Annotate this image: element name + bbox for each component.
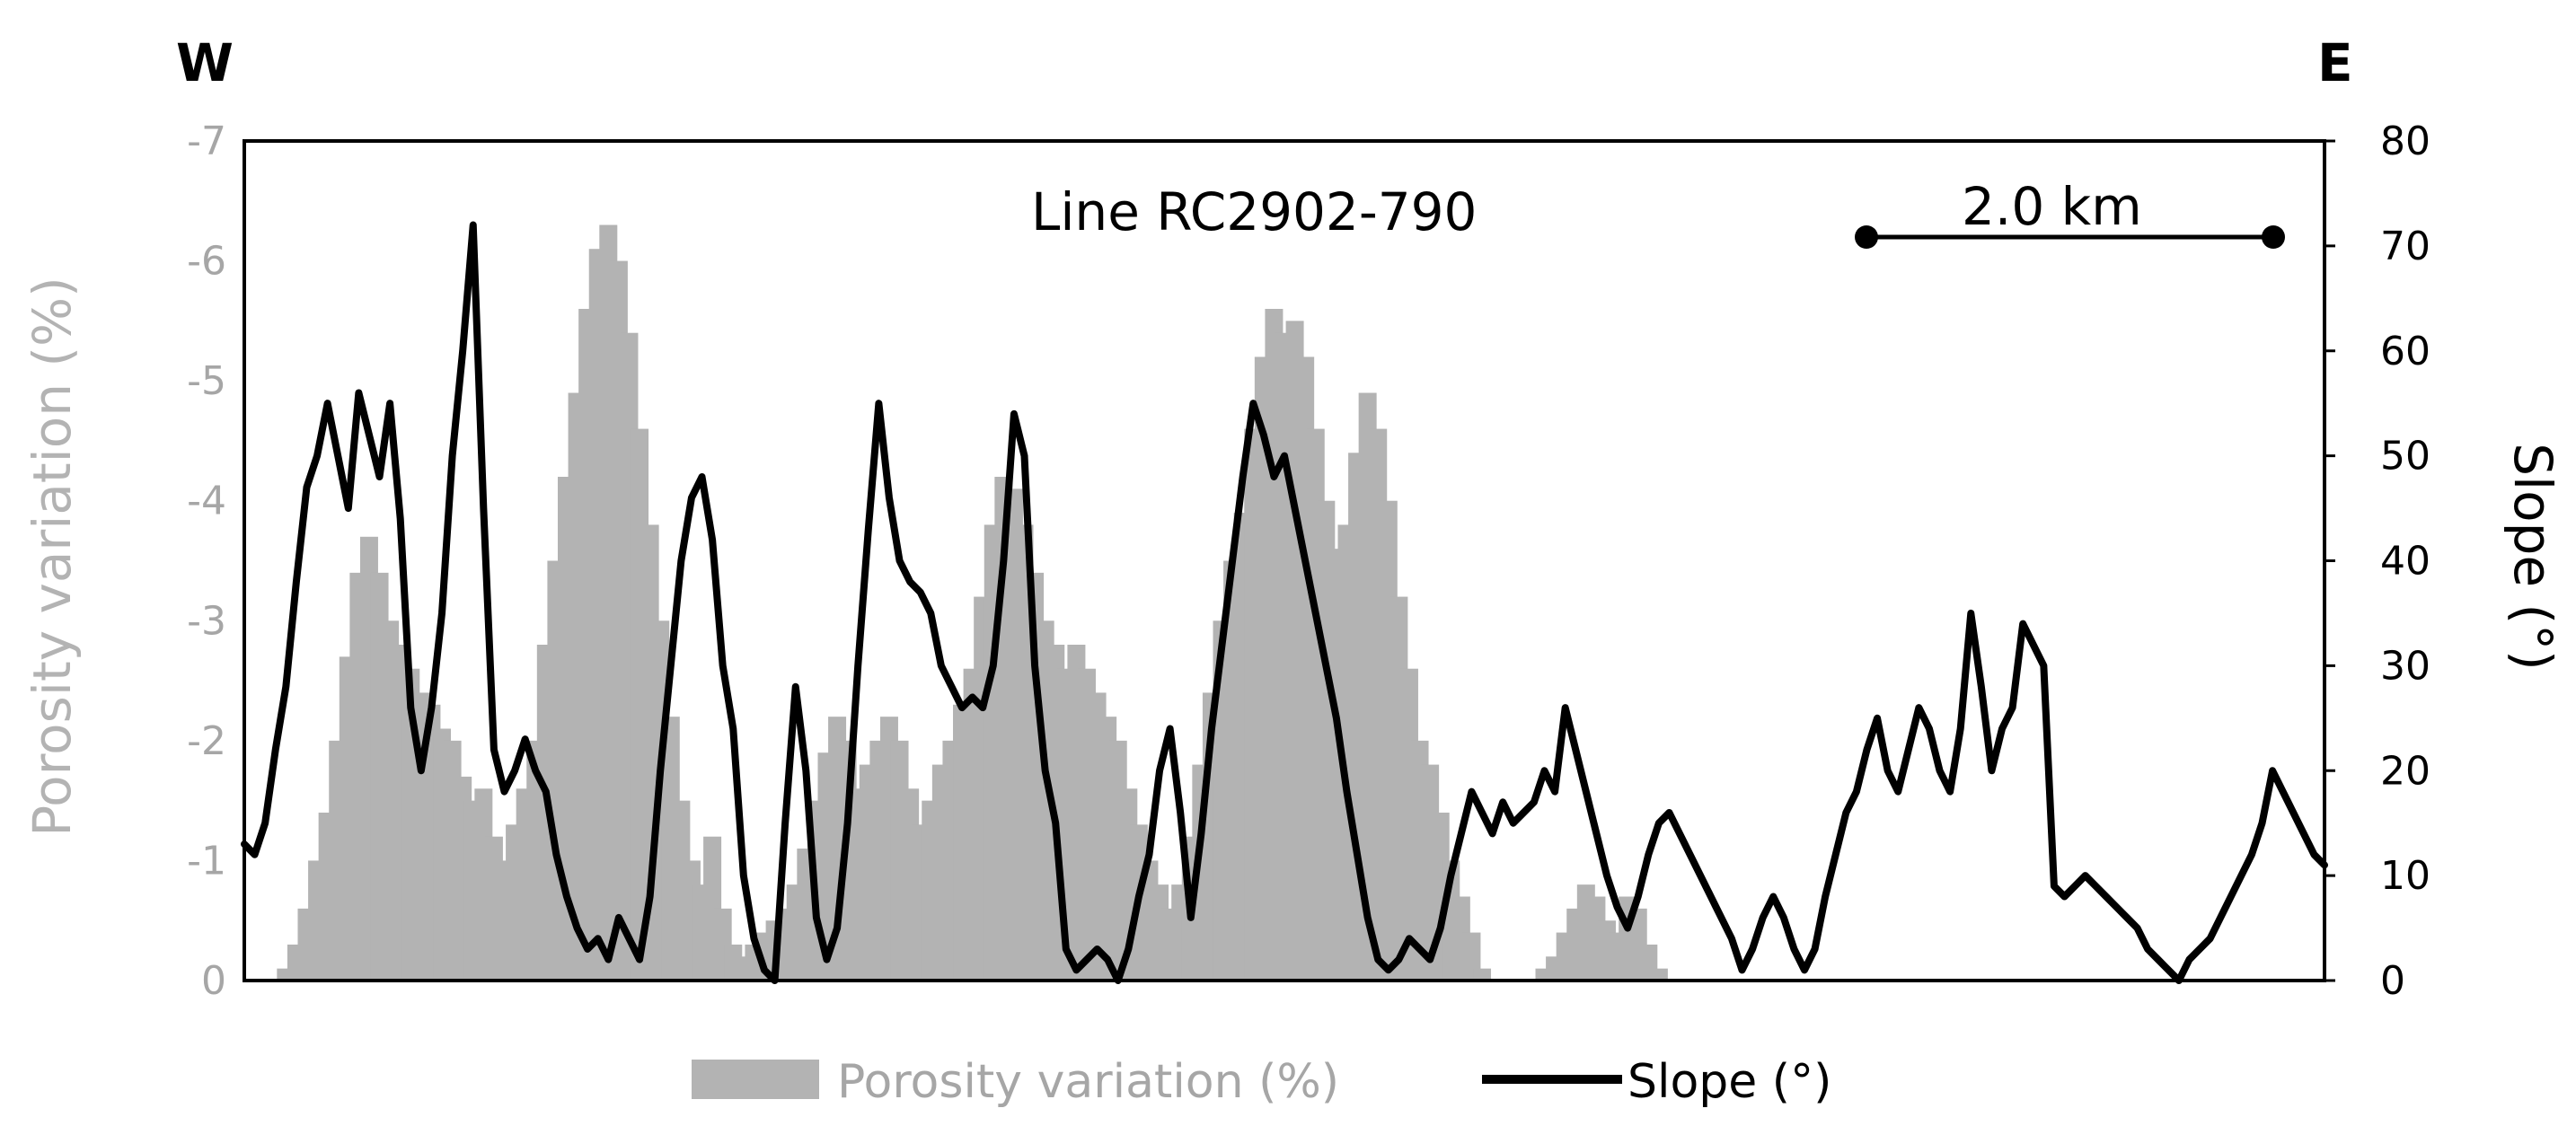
legend: Porosity variation (%) Slope (°): [692, 1055, 1831, 1109]
legend-porosity-label: Porosity variation (%): [837, 1055, 1339, 1109]
left-tick-label: -5: [187, 358, 226, 404]
chart-title: Line RC2902-790: [1031, 181, 1477, 242]
left-tick-label: -2: [187, 718, 226, 764]
right-axis-ticks: 80 70 60 50 40 30 20 10 0: [2325, 119, 2430, 1004]
left-tick-label: -3: [187, 598, 226, 644]
east-label: E: [2317, 32, 2353, 93]
legend-slope-label: Slope (°): [1628, 1055, 1831, 1109]
legend-porosity-swatch: [692, 1060, 819, 1099]
slope-line: [241, 221, 2328, 984]
porosity-bar: [1473, 968, 1492, 981]
right-tick-label: 70: [2380, 224, 2430, 269]
right-tick-label: 30: [2380, 643, 2430, 689]
left-axis-title: Porosity variation (%): [22, 277, 83, 837]
right-tick-label: 50: [2380, 434, 2430, 479]
left-tick-label: -4: [187, 479, 226, 524]
west-label: W: [176, 32, 234, 93]
scale-bar-label: 2.0 km: [1962, 176, 2142, 237]
right-tick-label: 80: [2380, 119, 2430, 164]
left-tick-label: 0: [201, 958, 226, 1004]
right-tick-label: 60: [2380, 329, 2430, 374]
scale-bar-right-dot: [2262, 225, 2285, 249]
left-axis-ticks: -7 -6 -5 -4 -3 -2 -1 0: [187, 119, 226, 1004]
scale-bar-left-dot: [1855, 225, 1878, 249]
right-axis-title: Slope (°): [2502, 443, 2563, 671]
porosity-bar: [1649, 968, 1668, 981]
left-tick-label: -1: [187, 838, 226, 884]
left-tick-label: -6: [187, 239, 226, 285]
right-tick-label: 0: [2380, 958, 2405, 1004]
plot-frame: [243, 139, 2326, 982]
right-tick-label: 40: [2380, 539, 2430, 585]
right-tick-label: 10: [2380, 853, 2430, 899]
right-tick-label: 20: [2380, 748, 2430, 794]
scale-bar: 2.0 km: [1855, 176, 2285, 249]
left-tick-label: -7: [187, 119, 226, 164]
